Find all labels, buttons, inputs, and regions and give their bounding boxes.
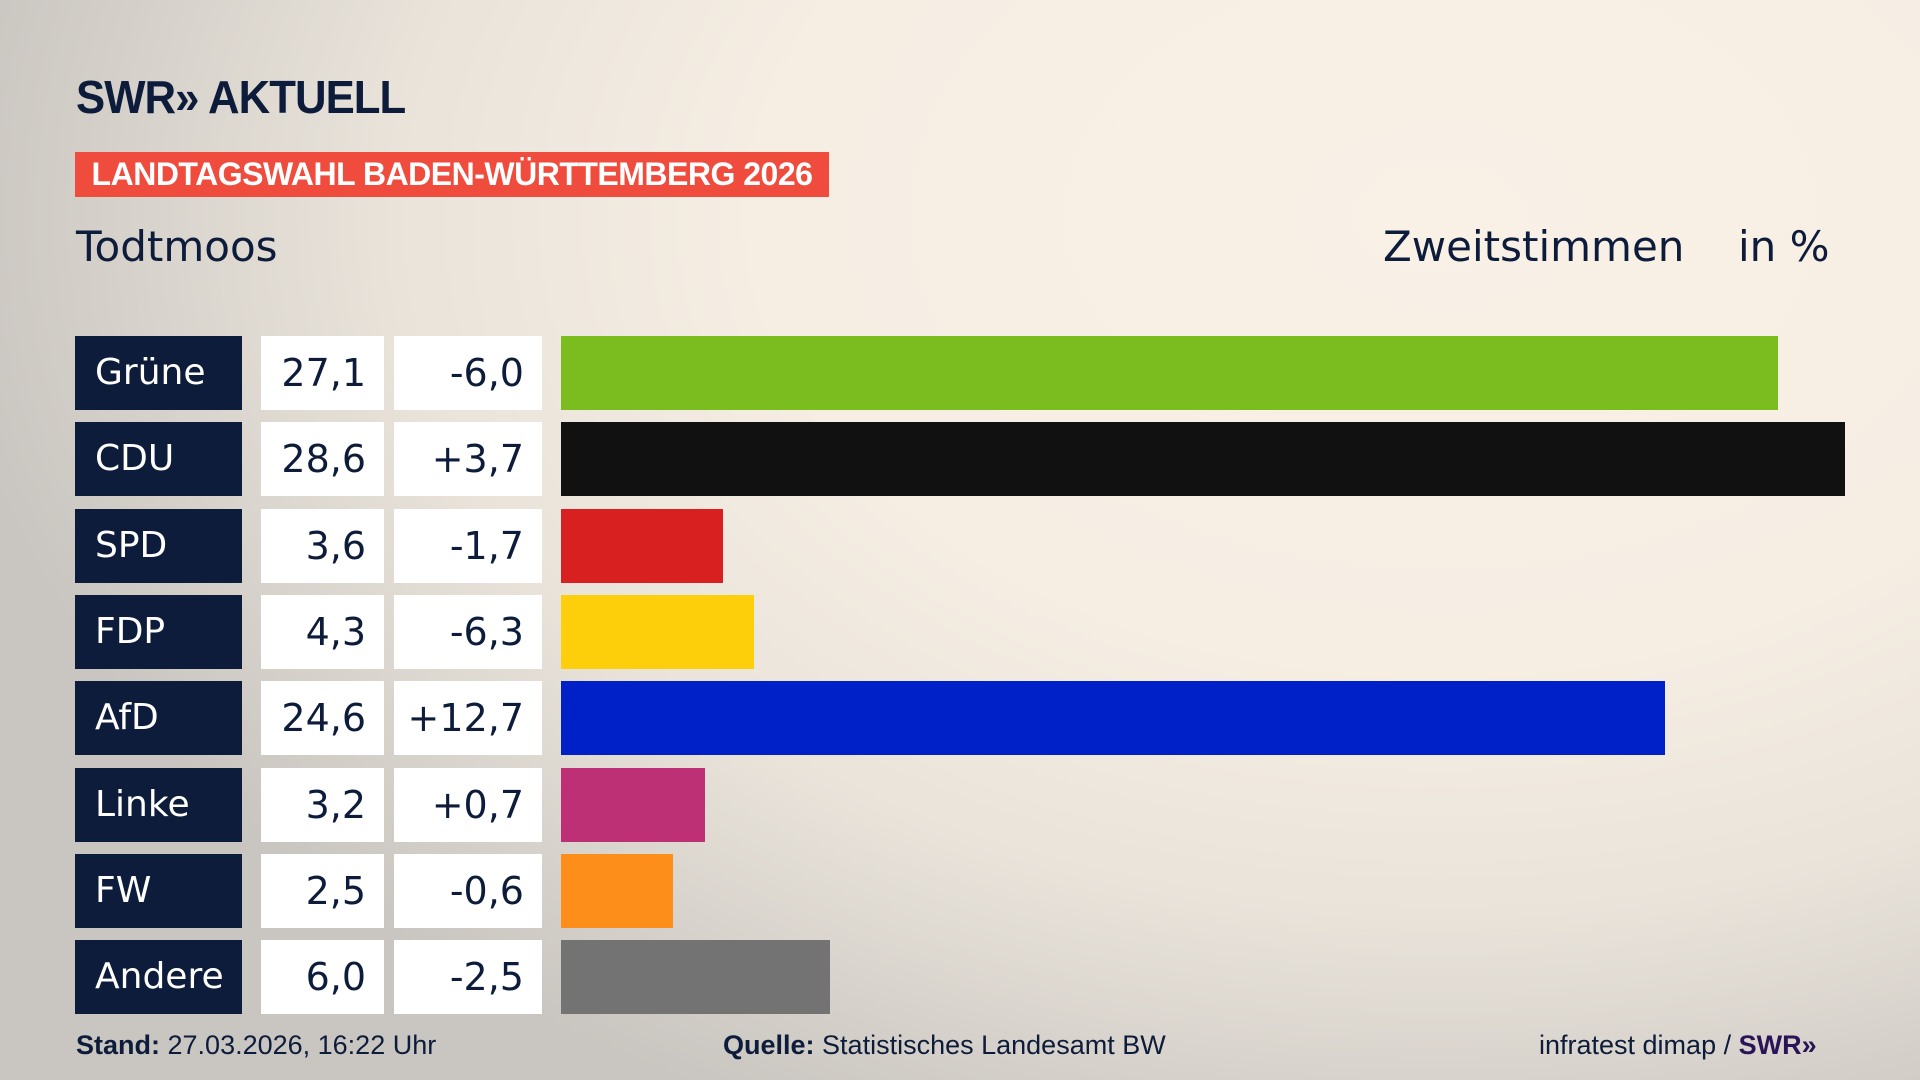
value-label: 27,1	[261, 336, 384, 410]
bar-andere	[561, 940, 831, 1015]
value-label: 3,2	[261, 767, 384, 842]
bar-spd	[561, 508, 723, 583]
change-label: +3,7	[394, 422, 542, 497]
bar-afd	[561, 681, 1666, 756]
footer-credit: infratest dimap / SWR»	[1539, 1030, 1817, 1061]
footer-stand: Stand: 27.03.2026, 16:22 Uhr	[76, 1030, 436, 1061]
party-label: Grüne	[75, 336, 242, 410]
party-label: Andere	[75, 940, 242, 1015]
chart-row: Linke 3,2 +0,7	[0, 767, 1920, 842]
chart-row: Grüne 27,1 -6,0	[0, 336, 1920, 410]
value-label: 28,6	[261, 422, 384, 497]
party-label: CDU	[75, 422, 242, 497]
chart-row: AfD 24,6 +12,7	[0, 681, 1920, 756]
bar-grüne	[561, 336, 1778, 410]
stand-value: 27.03.2026, 16:22 Uhr	[167, 1030, 437, 1060]
bar-linke	[561, 767, 705, 842]
change-label: -0,6	[394, 853, 542, 928]
change-label: -2,5	[394, 940, 542, 1015]
change-label: -1,7	[394, 508, 542, 583]
value-label: 3,6	[261, 508, 384, 583]
change-label: +0,7	[394, 767, 542, 842]
place-title: Todtmoos	[76, 222, 278, 271]
party-label: FW	[75, 853, 242, 928]
value-label: 2,5	[261, 853, 384, 928]
party-label: FDP	[75, 594, 242, 669]
chart-row: SPD 3,6 -1,7	[0, 508, 1920, 583]
vote-type-label: Zweitstimmen	[1383, 222, 1685, 271]
chart-row: FDP 4,3 -6,3	[0, 594, 1920, 669]
unit-label: in %	[1738, 222, 1830, 271]
credit-text: infratest dimap /	[1539, 1030, 1732, 1060]
footer-source: Quelle: Statistisches Landesamt BW	[723, 1030, 1166, 1061]
chart-row: FW 2,5 -0,6	[0, 853, 1920, 928]
change-label: +12,7	[394, 681, 542, 756]
party-label: Linke	[75, 767, 242, 842]
change-label: -6,0	[394, 336, 542, 410]
party-label: AfD	[75, 681, 242, 756]
value-label: 4,3	[261, 594, 384, 669]
stand-label: Stand:	[76, 1030, 160, 1060]
swr-logo-small: SWR»	[1738, 1030, 1817, 1060]
change-label: -6,3	[394, 594, 542, 669]
party-label: SPD	[75, 508, 242, 583]
chart-row: CDU 28,6 +3,7	[0, 422, 1920, 497]
swr-aktuell-logo: SWR» AKTUELL	[76, 71, 406, 123]
election-banner: LANDTAGSWAHL BADEN-WÜRTTEMBERG 2026	[75, 152, 829, 197]
chart-row: Andere 6,0 -2,5	[0, 940, 1920, 1015]
source-label: Quelle:	[723, 1030, 815, 1060]
value-label: 6,0	[261, 940, 384, 1015]
value-label: 24,6	[261, 681, 384, 756]
bar-fw	[561, 853, 674, 928]
bar-cdu	[561, 422, 1845, 497]
source-value: Statistisches Landesamt BW	[822, 1030, 1166, 1060]
bar-fdp	[561, 594, 755, 669]
